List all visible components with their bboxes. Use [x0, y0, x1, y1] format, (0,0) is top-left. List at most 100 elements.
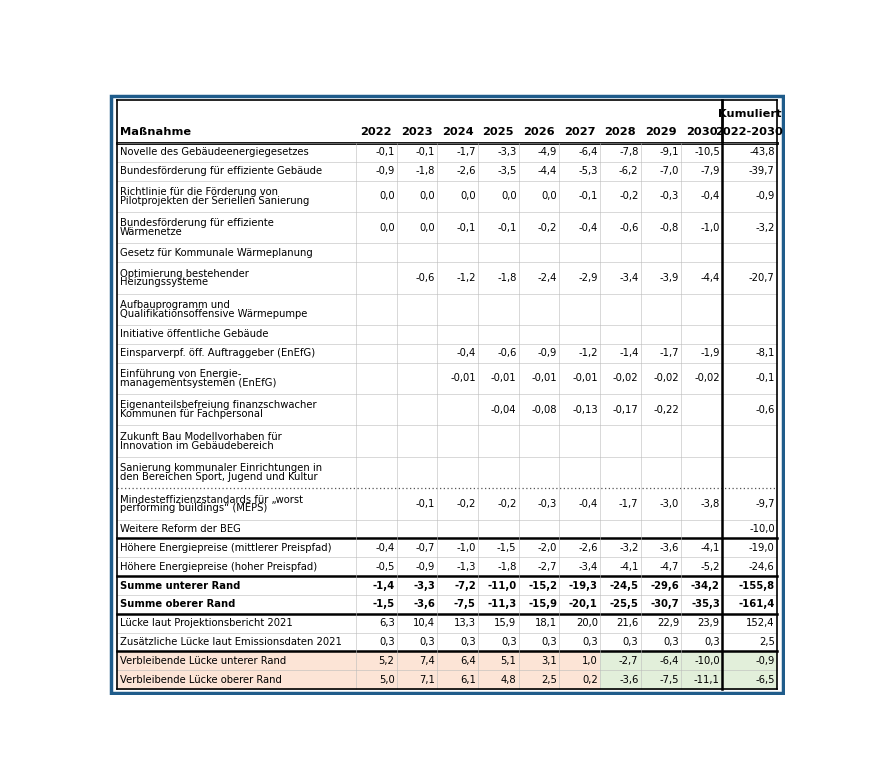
Text: -0,6: -0,6	[416, 273, 435, 283]
Text: managementsystemen (EnEfG): managementsystemen (EnEfG)	[119, 378, 276, 388]
Text: -7,9: -7,9	[700, 166, 719, 177]
Text: Heizungssysteme: Heizungssysteme	[119, 277, 208, 287]
Text: 4,8: 4,8	[501, 675, 516, 685]
Text: -0,5: -0,5	[375, 562, 394, 572]
Text: 2,5: 2,5	[759, 637, 774, 647]
Text: Pilotprojekten der Seriellen Sanierung: Pilotprojekten der Seriellen Sanierung	[119, 196, 310, 205]
Text: -1,4: -1,4	[372, 580, 394, 590]
Text: -0,2: -0,2	[497, 499, 516, 509]
Text: -35,3: -35,3	[691, 599, 719, 609]
Text: 21,6: 21,6	[617, 619, 638, 628]
Text: Verbleibende Lücke oberer Rand: Verbleibende Lücke oberer Rand	[119, 675, 282, 685]
Text: -2,7: -2,7	[619, 656, 638, 666]
Text: -0,4: -0,4	[375, 543, 394, 553]
Text: -0,02: -0,02	[694, 373, 719, 383]
Text: -0,6: -0,6	[755, 405, 774, 415]
Text: 0,3: 0,3	[623, 637, 638, 647]
Text: -1,5: -1,5	[497, 543, 516, 553]
Text: -0,4: -0,4	[457, 348, 476, 358]
Text: 6,1: 6,1	[460, 675, 476, 685]
Text: -19,3: -19,3	[569, 580, 598, 590]
Text: 0,3: 0,3	[379, 637, 394, 647]
Text: -0,1: -0,1	[375, 148, 394, 158]
Text: 0,3: 0,3	[582, 637, 598, 647]
Text: -0,2: -0,2	[456, 499, 476, 509]
Text: -0,1: -0,1	[755, 373, 774, 383]
Bar	[397, 651, 437, 670]
Text: -1,2: -1,2	[456, 273, 476, 283]
Text: -161,4: -161,4	[739, 599, 774, 609]
Text: -3,6: -3,6	[619, 675, 638, 685]
Text: -0,1: -0,1	[497, 223, 516, 233]
Text: -24,5: -24,5	[610, 580, 638, 590]
Text: -0,4: -0,4	[579, 499, 598, 509]
Text: 23,9: 23,9	[698, 619, 719, 628]
FancyBboxPatch shape	[111, 95, 783, 694]
Text: -10,0: -10,0	[749, 524, 774, 534]
Text: -0,13: -0,13	[572, 405, 598, 415]
Text: 2030: 2030	[685, 127, 718, 137]
Text: -4,9: -4,9	[538, 148, 557, 158]
Bar	[600, 651, 641, 670]
Text: -2,0: -2,0	[538, 543, 557, 553]
Text: -0,04: -0,04	[491, 405, 516, 415]
Text: -3,3: -3,3	[413, 580, 435, 590]
Text: -0,01: -0,01	[491, 373, 516, 383]
Text: -34,2: -34,2	[691, 580, 719, 590]
Text: -0,1: -0,1	[416, 499, 435, 509]
Text: -3,2: -3,2	[619, 543, 638, 553]
Text: -0,3: -0,3	[538, 499, 557, 509]
Text: performing buildings“ (MEPS): performing buildings“ (MEPS)	[119, 503, 267, 513]
Bar	[519, 670, 559, 689]
Text: -7,8: -7,8	[619, 148, 638, 158]
Text: den Bereichen Sport, Jugend und Kultur: den Bereichen Sport, Jugend und Kultur	[119, 472, 317, 482]
Text: Summe unterer Rand: Summe unterer Rand	[119, 580, 240, 590]
Text: 7,4: 7,4	[419, 656, 435, 666]
Text: -5,2: -5,2	[700, 562, 719, 572]
Text: Zusätzliche Lücke laut Emissionsdaten 2021: Zusätzliche Lücke laut Emissionsdaten 20…	[119, 637, 342, 647]
Text: 0,0: 0,0	[419, 223, 435, 233]
Text: -1,3: -1,3	[456, 562, 476, 572]
Text: -4,4: -4,4	[538, 166, 557, 177]
Text: -20,1: -20,1	[569, 599, 598, 609]
Bar	[722, 651, 777, 670]
Text: Novelle des Gebäudeenergiegesetzes: Novelle des Gebäudeenergiegesetzes	[119, 148, 309, 158]
Text: -43,8: -43,8	[749, 148, 774, 158]
Text: -0,6: -0,6	[497, 348, 516, 358]
Text: -1,4: -1,4	[619, 348, 638, 358]
Text: Gesetz für Kommunale Wärmeplanung: Gesetz für Kommunale Wärmeplanung	[119, 248, 312, 258]
Text: 2023: 2023	[401, 127, 433, 137]
Text: Sanierung kommunaler Einrichtungen in: Sanierung kommunaler Einrichtungen in	[119, 463, 322, 473]
Text: -155,8: -155,8	[739, 580, 774, 590]
Text: 2029: 2029	[645, 127, 677, 137]
Text: -7,5: -7,5	[659, 675, 679, 685]
Text: 0,3: 0,3	[419, 637, 435, 647]
Text: -19,0: -19,0	[749, 543, 774, 553]
Text: -3,9: -3,9	[660, 273, 679, 283]
Text: -15,9: -15,9	[528, 599, 557, 609]
Text: Einsparverpf. öff. Auftraggeber (EnEfG): Einsparverpf. öff. Auftraggeber (EnEfG)	[119, 348, 315, 358]
Bar	[356, 670, 397, 689]
Text: -0,9: -0,9	[755, 656, 774, 666]
Text: -0,17: -0,17	[613, 405, 638, 415]
Text: -0,02: -0,02	[653, 373, 679, 383]
Text: 2022: 2022	[360, 127, 392, 137]
Bar	[641, 670, 681, 689]
Text: 2024: 2024	[442, 127, 473, 137]
Text: -1,2: -1,2	[578, 348, 598, 358]
Text: Summe oberer Rand: Summe oberer Rand	[119, 599, 235, 609]
Text: Höhere Energiepreise (hoher Preispfad): Höhere Energiepreise (hoher Preispfad)	[119, 562, 317, 572]
Bar	[117, 100, 777, 143]
Text: 1,0: 1,0	[582, 656, 598, 666]
Text: -0,01: -0,01	[572, 373, 598, 383]
Text: -6,2: -6,2	[619, 166, 638, 177]
Text: -8,1: -8,1	[755, 348, 774, 358]
Bar	[478, 670, 519, 689]
Text: 0,0: 0,0	[542, 191, 557, 201]
Text: Bundesförderung für effiziente Gebäude: Bundesförderung für effiziente Gebäude	[119, 166, 322, 177]
Text: -2,9: -2,9	[578, 273, 598, 283]
Text: -0,7: -0,7	[416, 543, 435, 553]
Text: -4,4: -4,4	[700, 273, 719, 283]
Text: -0,2: -0,2	[619, 191, 638, 201]
Text: 0,3: 0,3	[664, 637, 679, 647]
